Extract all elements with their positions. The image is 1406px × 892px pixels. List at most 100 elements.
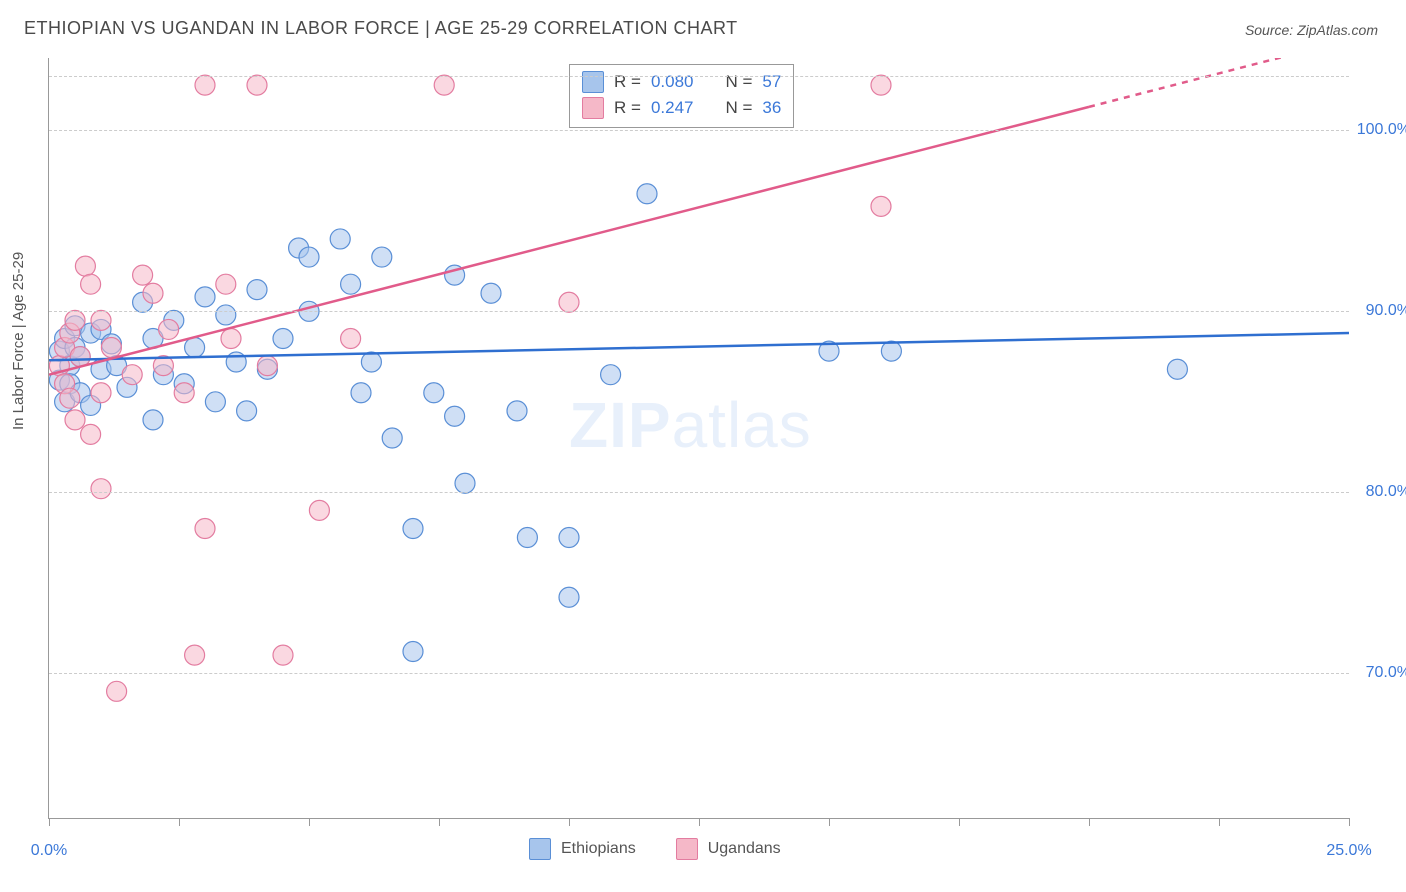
data-point — [91, 383, 111, 403]
data-point — [871, 196, 891, 216]
data-point — [309, 500, 329, 520]
y-tick-label: 100.0% — [1357, 121, 1406, 139]
data-point — [81, 274, 101, 294]
legend-swatch — [582, 97, 604, 119]
x-tick — [1089, 818, 1090, 826]
chart-plot-area: ZIPatlas R =0.080N =57R =0.247N =36 Ethi… — [48, 58, 1349, 819]
legend-swatch — [676, 838, 698, 860]
data-point — [195, 287, 215, 307]
data-point — [247, 75, 267, 95]
legend-label: Ugandans — [708, 840, 781, 858]
legend-swatch — [582, 71, 604, 93]
x-tick — [1349, 818, 1350, 826]
data-point — [174, 383, 194, 403]
data-point — [434, 75, 454, 95]
data-point — [372, 247, 392, 267]
x-tick — [49, 818, 50, 826]
x-tick-label: 25.0% — [1326, 842, 1371, 860]
stat-r-value: 0.080 — [651, 72, 694, 92]
data-point — [637, 184, 657, 204]
data-point — [330, 229, 350, 249]
data-point — [107, 681, 127, 701]
y-axis-label: In Labor Force | Age 25-29 — [10, 252, 27, 430]
chart-title: ETHIOPIAN VS UGANDAN IN LABOR FORCE | AG… — [24, 18, 738, 39]
stats-row: R = 0.080 N = 57 — [582, 69, 781, 95]
data-point — [445, 406, 465, 426]
x-tick — [309, 818, 310, 826]
x-tick — [699, 818, 700, 826]
data-point — [60, 388, 80, 408]
data-point — [871, 75, 891, 95]
x-tick — [1219, 818, 1220, 826]
data-point — [122, 365, 142, 385]
data-point — [185, 338, 205, 358]
data-point — [601, 365, 621, 385]
gridline — [49, 492, 1349, 493]
gridline — [49, 311, 1349, 312]
stat-n-value: 36 — [762, 98, 781, 118]
data-point — [559, 528, 579, 548]
data-point — [424, 383, 444, 403]
data-point — [247, 280, 267, 300]
y-tick-label: 70.0% — [1366, 664, 1406, 682]
legend-label: Ethiopians — [561, 840, 636, 858]
data-point — [517, 528, 537, 548]
data-point — [216, 305, 236, 325]
trend-line-extrapolated — [1089, 58, 1349, 107]
data-point — [81, 424, 101, 444]
stat-n-label: N = — [725, 98, 752, 118]
x-tick — [179, 818, 180, 826]
data-point — [143, 283, 163, 303]
gridline — [49, 76, 1349, 77]
data-point — [159, 319, 179, 339]
stat-r-value: 0.247 — [651, 98, 694, 118]
x-tick — [829, 818, 830, 826]
legend-item: Ugandans — [676, 838, 781, 860]
legend-swatch — [529, 838, 551, 860]
data-point — [273, 328, 293, 348]
legend-item: Ethiopians — [529, 838, 636, 860]
data-point — [351, 383, 371, 403]
data-point — [341, 274, 361, 294]
stat-r-label: R = — [614, 72, 641, 92]
correlation-stats-box: R = 0.080 N = 57 R = 0.247 N = 36 — [569, 64, 794, 128]
y-tick-label: 80.0% — [1366, 483, 1406, 501]
x-tick — [569, 818, 570, 826]
data-point — [195, 518, 215, 538]
stat-n-label: N = — [725, 72, 752, 92]
source-attribution: Source: ZipAtlas.com — [1245, 22, 1378, 38]
stat-n-value: 57 — [762, 72, 781, 92]
data-point — [403, 642, 423, 662]
x-tick — [439, 818, 440, 826]
x-tick — [959, 818, 960, 826]
trend-line — [49, 333, 1349, 360]
trend-line — [49, 107, 1089, 375]
data-point — [403, 518, 423, 538]
data-point — [881, 341, 901, 361]
data-point — [143, 410, 163, 430]
data-point — [65, 410, 85, 430]
data-point — [216, 274, 236, 294]
data-point — [382, 428, 402, 448]
data-point — [481, 283, 501, 303]
data-point — [65, 310, 85, 330]
data-point — [1167, 359, 1187, 379]
data-point — [455, 473, 475, 493]
data-point — [257, 356, 277, 376]
x-tick-label: 0.0% — [31, 842, 67, 860]
data-point — [101, 338, 121, 358]
gridline — [49, 130, 1349, 131]
data-point — [205, 392, 225, 412]
data-point — [361, 352, 381, 372]
data-point — [341, 328, 361, 348]
data-point — [221, 328, 241, 348]
data-point — [91, 479, 111, 499]
series-legend: Ethiopians Ugandans — [529, 838, 781, 860]
chart-svg — [49, 58, 1349, 818]
data-point — [299, 247, 319, 267]
y-tick-label: 90.0% — [1366, 302, 1406, 320]
data-point — [559, 292, 579, 312]
data-point — [185, 645, 205, 665]
data-point — [273, 645, 293, 665]
stat-r-label: R = — [614, 98, 641, 118]
